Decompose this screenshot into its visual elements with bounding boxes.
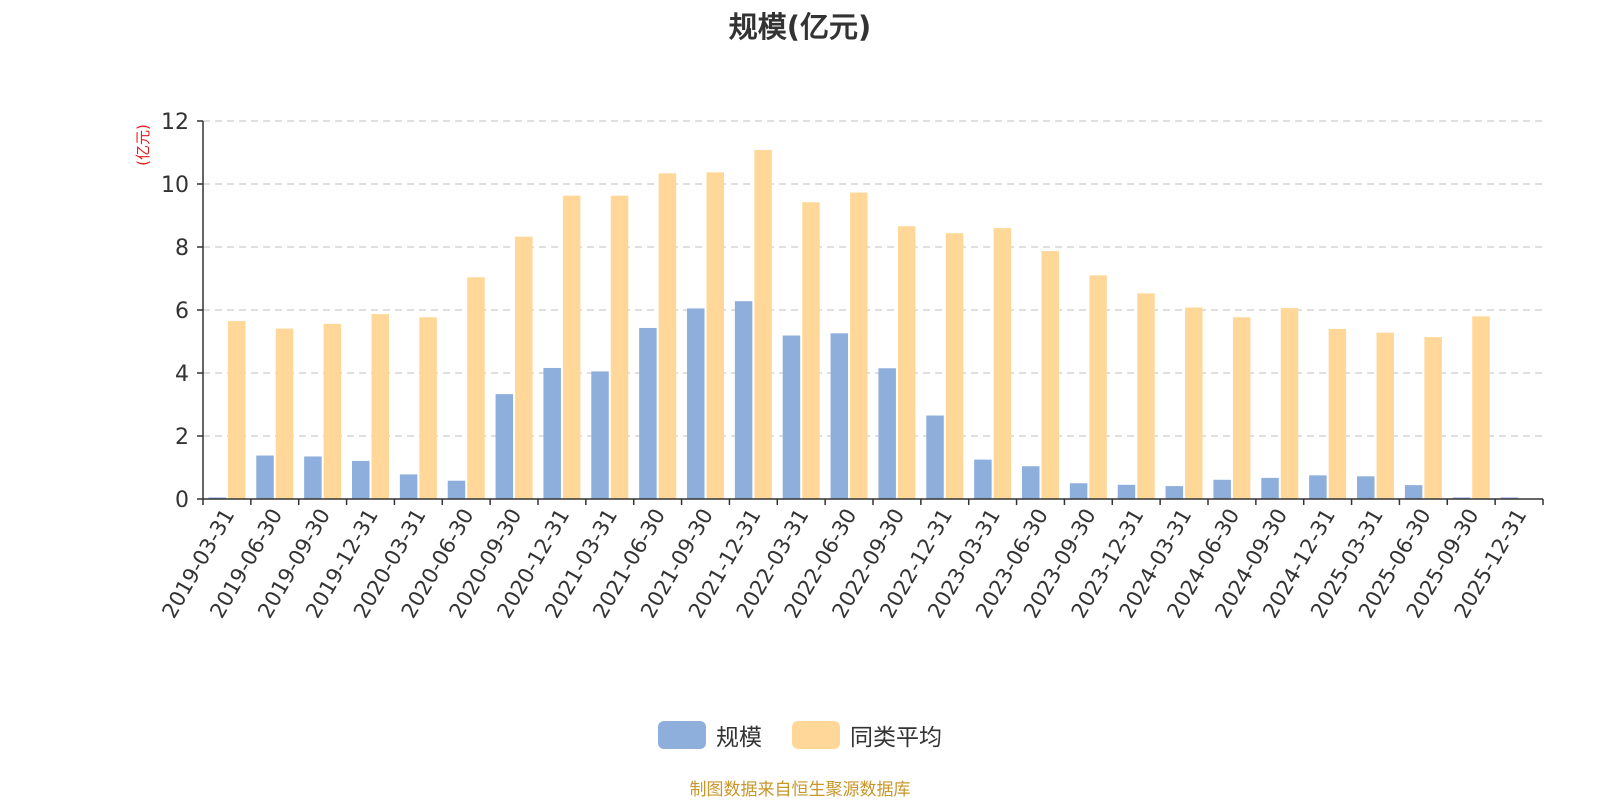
bar-category-average	[706, 172, 724, 499]
y-tick-label: 4	[175, 362, 189, 387]
bar-scale	[1022, 466, 1040, 499]
bar-scale	[256, 455, 274, 499]
bar-category-average	[515, 236, 533, 500]
bar-category-average	[897, 226, 916, 499]
y-tick-label: 8	[175, 236, 189, 261]
bar-scale	[1357, 476, 1375, 499]
legend: 规模 同类平均	[0, 718, 1600, 752]
legend-item-category-average[interactable]: 同类平均	[792, 718, 942, 752]
bar-scale	[591, 371, 609, 499]
bar-category-average	[562, 195, 581, 499]
bar-category-average	[1232, 317, 1251, 499]
bar-category-average	[754, 149, 772, 500]
bar-scale	[543, 367, 561, 499]
bar-category-average	[1185, 307, 1203, 499]
bar-scale	[926, 415, 944, 499]
bar-scale	[1213, 479, 1231, 499]
bar-category-average	[1280, 308, 1299, 499]
bar-category-average	[1424, 337, 1442, 499]
bar-scale	[782, 335, 801, 499]
y-tick-label: 0	[175, 488, 189, 513]
bar-scale	[352, 460, 370, 499]
y-tick-label: 12	[161, 110, 189, 135]
bar-category-average	[227, 321, 246, 499]
bar-category-average	[419, 317, 437, 499]
y-tick-label: 10	[161, 173, 189, 198]
legend-item-scale[interactable]: 规模	[658, 718, 762, 752]
legend-label-category-average: 同类平均	[850, 725, 942, 751]
bar-category-average	[323, 323, 342, 499]
bars	[208, 149, 1519, 500]
bar-scale	[639, 327, 657, 499]
bar-category-average	[371, 314, 389, 499]
bar-category-average	[275, 328, 294, 499]
bar-scale	[1309, 475, 1327, 499]
legend-label-scale: 规模	[716, 725, 762, 751]
bar-scale	[447, 480, 466, 499]
bar-scale	[1165, 486, 1184, 499]
grid-lines	[203, 120, 1543, 437]
bar-category-average	[1328, 328, 1347, 499]
legend-swatch-scale	[658, 721, 706, 749]
bar-category-average	[1137, 293, 1155, 499]
bar-scale	[208, 497, 226, 499]
legend-swatch-category-average	[792, 721, 840, 749]
bar-scale	[304, 456, 322, 499]
bar-scale	[878, 368, 896, 499]
bar-scale	[1452, 497, 1471, 499]
y-tick-label: 6	[175, 299, 189, 324]
bar-category-average	[610, 195, 629, 499]
bar-scale	[1069, 483, 1088, 499]
bar-scale	[734, 301, 753, 499]
bar-scale	[399, 474, 418, 499]
bar-scale	[1117, 484, 1136, 499]
bar-scale	[1261, 477, 1279, 499]
bar-scale	[1500, 497, 1519, 499]
bar-category-average	[850, 192, 868, 499]
bar-category-average	[802, 202, 820, 499]
bar-category-average	[467, 277, 485, 499]
bar-category-average	[1041, 251, 1059, 499]
bar-scale	[974, 459, 992, 499]
bar-scale	[830, 333, 849, 499]
bar-scale	[687, 308, 705, 499]
y-axis-label: (亿元)	[134, 124, 152, 166]
bar-scale	[1404, 485, 1423, 499]
chart-title: 规模(亿元)	[728, 10, 872, 44]
bar-category-average	[658, 173, 677, 500]
data-source-note: 制图数据来自恒生聚源数据库	[689, 780, 911, 800]
bar-category-average	[1472, 316, 1490, 499]
bar-category-average	[1376, 332, 1394, 499]
bar-category-average	[1089, 275, 1107, 499]
bar-category-average	[993, 228, 1012, 499]
bar-scale	[495, 394, 514, 499]
y-tick-label: 2	[175, 425, 189, 450]
bar-category-average	[945, 233, 964, 499]
